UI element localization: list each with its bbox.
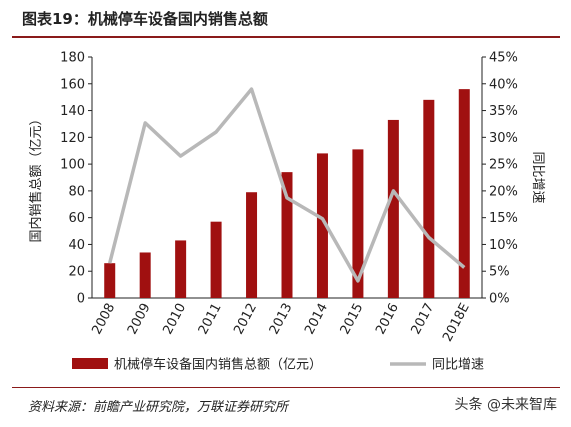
left-tick-label: 0 bbox=[77, 292, 85, 307]
x-tick-label: 2017 bbox=[409, 301, 438, 337]
bar-2011 bbox=[210, 221, 222, 298]
left-tick-label: 160 bbox=[60, 77, 85, 92]
right-tick-label: 10% bbox=[489, 238, 518, 253]
bar-2008 bbox=[104, 263, 116, 298]
right-tick-label: 45% bbox=[489, 51, 518, 66]
watermark: 头条 @未来智库 bbox=[454, 397, 557, 413]
growth-line bbox=[108, 87, 466, 283]
legend-line-label: 同比增速 bbox=[432, 358, 484, 373]
right-tick-label: 0% bbox=[489, 292, 510, 307]
chart: 0 20 40 60 80 100 120 140 160 180 0% 5% 10% 15% 20% 25… bbox=[28, 51, 545, 373]
right-axis-ticks: 0% 5% 10% 15% 20% 25% 30% 35% 40% 45% bbox=[482, 51, 518, 307]
x-tick-label: 2009 bbox=[125, 301, 154, 337]
x-tick-label: 2018E bbox=[440, 301, 473, 345]
legend-bar-label: 机械停车设备国内销售总额（亿元） bbox=[114, 357, 322, 373]
legend-bar-swatch bbox=[72, 358, 108, 369]
x-tick-label: 2011 bbox=[196, 301, 225, 337]
left-tick-label: 20 bbox=[68, 265, 85, 280]
right-tick-label: 40% bbox=[489, 77, 518, 92]
left-tick-label: 80 bbox=[68, 184, 85, 199]
left-tick-label: 40 bbox=[68, 238, 85, 253]
footer-divider bbox=[12, 387, 560, 388]
x-tick-label: 2016 bbox=[373, 301, 402, 337]
source-note: 资料来源：前瞻产业研究院，万联证券研究所 bbox=[28, 400, 289, 415]
x-tick-label: 2010 bbox=[160, 301, 189, 337]
x-tick-label: 2012 bbox=[231, 301, 260, 337]
bar-2009 bbox=[139, 252, 151, 298]
left-axis-ticks: 0 20 40 60 80 100 120 140 160 180 bbox=[60, 51, 92, 307]
bar-2013 bbox=[281, 172, 293, 298]
bar-2015 bbox=[352, 149, 364, 298]
bar-2014 bbox=[316, 153, 328, 298]
x-tick-label: 2008 bbox=[89, 301, 118, 337]
left-axis-label: 国内销售总额（亿元） bbox=[28, 112, 44, 242]
right-tick-label: 5% bbox=[489, 265, 510, 280]
right-tick-label: 20% bbox=[489, 184, 518, 199]
x-axis-ticks: 2008 2009 2010 2011 2012 2013 2014 2015 2016 2017… bbox=[89, 301, 472, 345]
chart-title: 图表19：机械停车设备国内销售总额 bbox=[22, 10, 268, 28]
right-tick-label: 15% bbox=[489, 211, 518, 226]
left-tick-label: 60 bbox=[68, 211, 85, 226]
bar-2010 bbox=[175, 240, 187, 298]
right-tick-label: 30% bbox=[489, 131, 518, 146]
legend: 机械停车设备国内销售总额（亿元） 同比增速 bbox=[72, 357, 484, 373]
left-tick-label: 180 bbox=[60, 51, 85, 66]
right-axis-label: 同比增速 bbox=[530, 151, 545, 203]
bar-2018E bbox=[458, 89, 470, 298]
right-tick-label: 35% bbox=[489, 104, 518, 119]
plot-area bbox=[91, 57, 483, 299]
bar-2012 bbox=[246, 192, 258, 298]
x-tick-label: 2014 bbox=[302, 301, 331, 337]
x-tick-label: 2013 bbox=[267, 301, 296, 337]
bar-2017 bbox=[423, 99, 435, 298]
left-tick-label: 140 bbox=[60, 104, 85, 119]
title-divider bbox=[12, 36, 560, 38]
left-tick-label: 100 bbox=[60, 158, 85, 173]
x-tick-label: 2015 bbox=[338, 301, 367, 337]
left-tick-label: 120 bbox=[60, 131, 85, 146]
bar-2016 bbox=[387, 119, 399, 298]
right-tick-label: 25% bbox=[489, 158, 518, 173]
